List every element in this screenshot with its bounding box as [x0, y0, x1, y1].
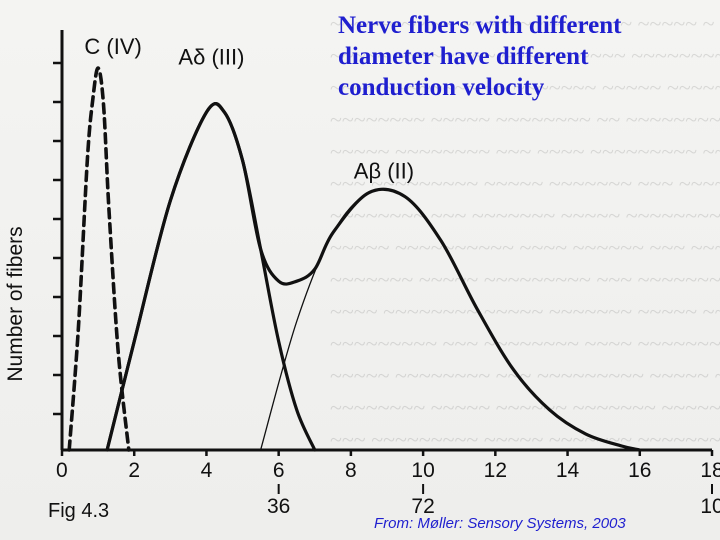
chart-labels: 0 2 4 6 8 10 12 14 16 18 36 72 10 Number of fibers C (… — [4, 34, 720, 518]
x-tick-label: 10 — [411, 459, 434, 482]
figure-label: Fig 4.3 — [48, 500, 110, 522]
source-citation: From: Møller: Sensory Systems, 2003 — [374, 515, 626, 532]
secondary-tick-label: 36 — [267, 495, 290, 518]
chart-curves — [67, 66, 642, 452]
x-tick-label: 12 — [484, 459, 507, 482]
slide-title: Nerve fibers with different diameter hav… — [338, 10, 621, 103]
peak-label: C (IV) — [84, 34, 141, 59]
title-line-1: Nerve fibers with different — [338, 12, 622, 39]
x-tick-label: 6 — [273, 459, 285, 482]
x-tick-label: 16 — [628, 459, 651, 482]
series-line-a-iii- — [105, 102, 317, 452]
y-axis-label: Number of fibers — [4, 226, 27, 381]
x-tick-label: 4 — [201, 459, 213, 482]
secondary-tick-label: 10 — [700, 495, 720, 518]
chart-axes — [53, 30, 714, 494]
x-tick-label: 18 — [700, 459, 720, 482]
x-tick-label: 2 — [128, 459, 140, 482]
secondary-tick-label: 72 — [411, 495, 434, 518]
title-line-2: diameter have different — [338, 43, 589, 70]
peak-label: Aδ (III) — [178, 44, 244, 69]
title-line-3: conduction velocity — [338, 74, 545, 101]
series-line-a-ii- — [259, 188, 641, 451]
x-tick-label: 0 — [56, 459, 68, 482]
x-tick-label: 8 — [345, 459, 357, 482]
x-tick-label: 14 — [556, 459, 580, 482]
peak-label: Aβ (II) — [354, 159, 414, 184]
series-line-c-iv- — [67, 66, 131, 452]
series-line-sum — [105, 102, 642, 452]
